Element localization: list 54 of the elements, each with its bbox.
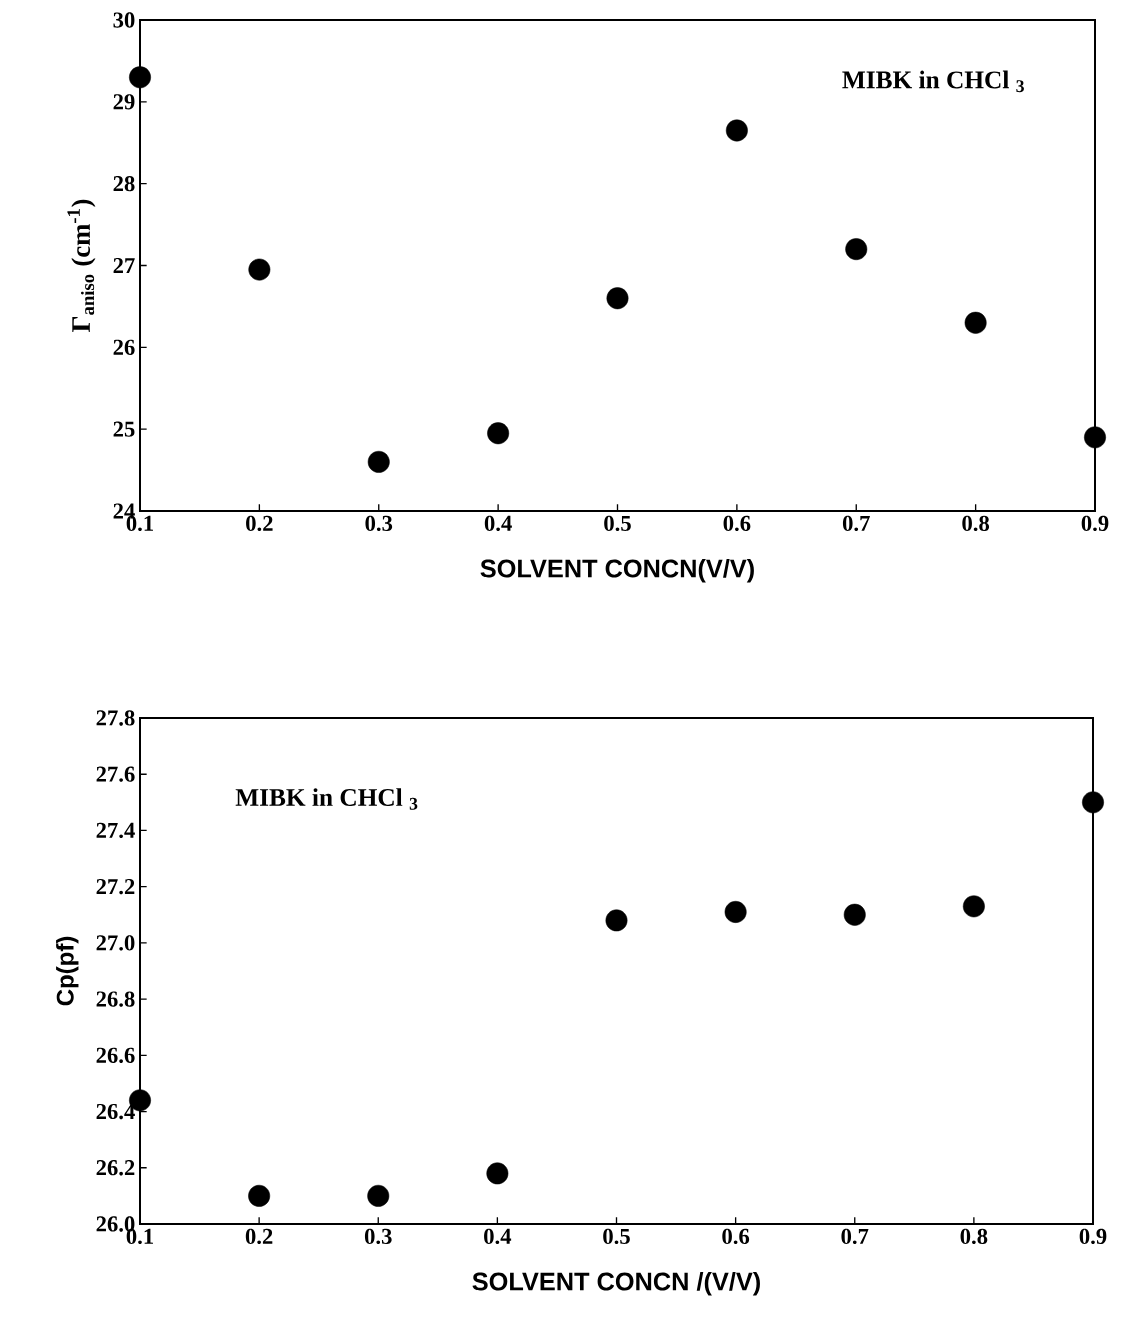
point	[486, 1162, 509, 1185]
point	[724, 901, 747, 923]
point	[367, 450, 390, 473]
y-tick-label: 27.8	[96, 710, 135, 726]
point	[248, 1184, 271, 1207]
y-axis-title: Cp(pf)	[56, 936, 79, 1006]
point	[606, 287, 629, 310]
point	[843, 903, 866, 926]
x-tick-label: 0.5	[604, 515, 631, 532]
point	[605, 909, 628, 932]
y-tick-label: 25	[113, 421, 135, 437]
point	[1084, 426, 1106, 449]
x-tick-label: 0.4	[484, 1228, 512, 1245]
annotation: MIBK in CHCl $_{3}$	[235, 788, 418, 810]
y-tick-label: 26.4	[96, 1103, 135, 1120]
x-tick-label: 0.3	[365, 515, 393, 532]
x-tick-label: 0.2	[246, 515, 273, 532]
point	[1082, 791, 1104, 814]
point	[964, 311, 987, 334]
y-tick-label: 26.2	[96, 1160, 135, 1176]
y-axis-title: Γ$_{aniso}$ (cm$^{-1}$)	[67, 199, 96, 332]
point	[367, 1184, 390, 1207]
point	[487, 422, 510, 445]
y-tick-label: 27	[113, 257, 135, 273]
point	[725, 119, 748, 142]
annotation: MIBK in CHCl $_{3}$	[842, 70, 1024, 93]
x-axis-title: SOLVENT CONCN(V/V)	[480, 558, 754, 583]
y-tick-label: 29	[113, 94, 135, 110]
x-tick-label: 0.2	[245, 1228, 273, 1245]
x-tick-label: 0.9	[1079, 1228, 1107, 1245]
x-tick-label: 0.3	[364, 1228, 392, 1245]
y-tick-label: 27.2	[96, 878, 135, 895]
x-tick-label: 0.4	[484, 515, 512, 532]
x-tick-label: 0.6	[723, 515, 751, 532]
point	[248, 258, 271, 281]
point	[845, 238, 868, 261]
x-axis-title: SOLVENT CONCN /(V/V)	[472, 1271, 760, 1296]
point	[129, 66, 151, 89]
x-tick-label: 0.7	[841, 1228, 869, 1245]
y-tick-label: 27.6	[96, 766, 135, 782]
y-tick-label: 26.6	[96, 1047, 135, 1063]
y-tick-label: 26.8	[96, 991, 135, 1007]
x-tick-label: 0.8	[962, 515, 990, 532]
x-tick-label: 0.5	[603, 1228, 630, 1245]
point	[962, 895, 985, 918]
x-tick-label: 0.9	[1081, 515, 1109, 532]
y-tick-label: 26	[113, 339, 135, 355]
x-tick-label: 0.8	[960, 1228, 988, 1245]
y-tick-label: 27.4	[96, 822, 135, 839]
y-tick-label: 30	[113, 12, 135, 28]
x-tick-label: 0.6	[722, 1228, 750, 1245]
y-tick-label: 28	[113, 176, 135, 192]
y-tick-label: 27.0	[96, 935, 135, 951]
x-tick-label: 0.7	[842, 515, 870, 532]
